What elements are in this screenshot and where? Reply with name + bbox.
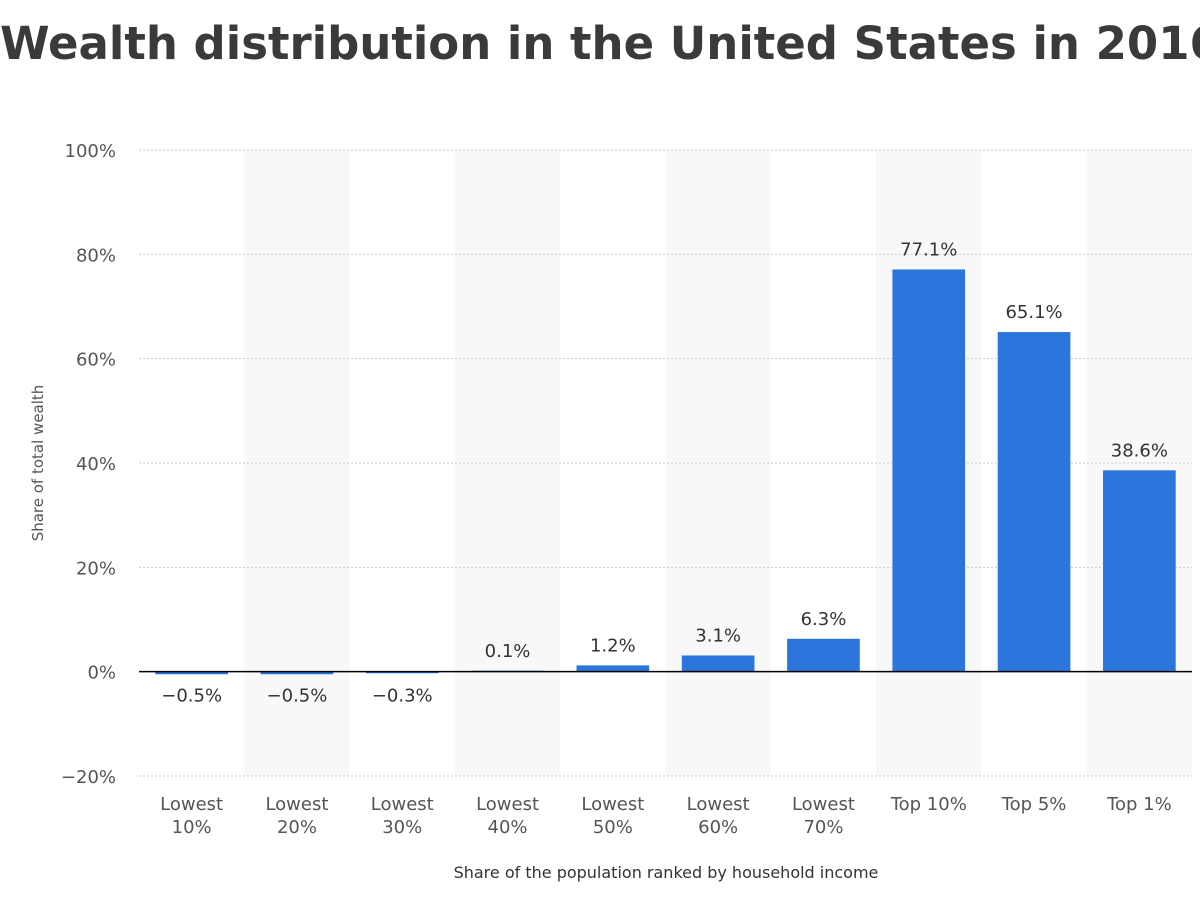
data-label-1: −0.5% bbox=[161, 686, 222, 707]
x-axis: Lowest 10%Lowest 20%Lowest 30%Lowest 40%Lowe… bbox=[160, 794, 1172, 838]
x-tick-label-line: Top 1% bbox=[1106, 794, 1172, 815]
bar-8 bbox=[892, 269, 966, 672]
x-tick-label-line: 70% bbox=[803, 817, 843, 838]
x-tick-label-line: 50% bbox=[593, 817, 633, 838]
data-label-9: 65.1% bbox=[1005, 302, 1062, 323]
x-tick-label-line: 60% bbox=[698, 817, 738, 838]
x-tick-label-6: Lowest 60% bbox=[687, 794, 750, 838]
data-label-10: 38.6% bbox=[1111, 440, 1168, 461]
x-tick-label-line: Lowest bbox=[160, 794, 223, 815]
data-labels: −0.5% −0.5% −0.3% 0.1% 1.2% 3.1% 6.3% 77.1% 65.1… bbox=[161, 239, 1168, 706]
x-tick-label-line: Lowest bbox=[476, 794, 539, 815]
data-label-6: 3.1% bbox=[695, 625, 741, 646]
y-tick-label: −20% bbox=[61, 767, 116, 788]
x-tick-label-line: Lowest bbox=[265, 794, 328, 815]
data-label-8: 77.1% bbox=[900, 239, 957, 260]
x-tick-label-8: Top 10% bbox=[890, 794, 967, 815]
y-axis-label: Share of total wealth bbox=[29, 385, 47, 542]
x-tick-label-line: Top 10% bbox=[890, 794, 967, 815]
x-tick-label-10: Top 1% bbox=[1106, 794, 1172, 815]
y-tick-label: 60% bbox=[76, 350, 116, 371]
bar-9 bbox=[997, 332, 1071, 672]
bar-2 bbox=[260, 671, 334, 675]
x-tick-label-2: Lowest 20% bbox=[265, 794, 328, 838]
x-tick-label-line: 40% bbox=[488, 817, 528, 838]
y-axis: −20% 0% 20% 40% 60% 80% 100% bbox=[61, 141, 116, 788]
x-tick-label-line: 20% bbox=[277, 817, 317, 838]
x-tick-label-line: Lowest bbox=[687, 794, 750, 815]
y-tick-label: 0% bbox=[87, 663, 116, 684]
x-tick-label-3: Lowest 30% bbox=[371, 794, 434, 838]
data-label-7: 6.3% bbox=[801, 609, 847, 630]
data-label-5: 1.2% bbox=[590, 635, 636, 656]
x-tick-label-line: Lowest bbox=[371, 794, 434, 815]
bar-5 bbox=[576, 665, 650, 672]
bar-7 bbox=[787, 638, 860, 672]
chart-title: Wealth distribution in the United States… bbox=[0, 17, 1200, 70]
y-tick-label: 40% bbox=[76, 454, 116, 475]
x-tick-label-1: Lowest 10% bbox=[160, 794, 223, 838]
data-label-4: 0.1% bbox=[485, 641, 531, 662]
bar-3 bbox=[365, 671, 439, 674]
data-label-2: −0.5% bbox=[267, 686, 328, 707]
x-tick-label-line: Top 5% bbox=[1001, 794, 1067, 815]
x-tick-label-5: Lowest 50% bbox=[581, 794, 644, 838]
x-tick-label-line: 10% bbox=[172, 817, 212, 838]
x-tick-label-9: Top 5% bbox=[1001, 794, 1067, 815]
y-tick-label: 100% bbox=[65, 141, 116, 162]
x-tick-label-line: Lowest bbox=[792, 794, 855, 815]
bar-1 bbox=[155, 671, 228, 675]
x-tick-label-line: 30% bbox=[382, 817, 422, 838]
bar-6 bbox=[681, 655, 755, 672]
bar-10 bbox=[1103, 470, 1176, 672]
y-tick-label: 80% bbox=[76, 245, 116, 266]
x-axis-label: Share of the population ranked by househ… bbox=[454, 863, 879, 882]
bars bbox=[155, 269, 1176, 675]
data-label-3: −0.3% bbox=[372, 686, 433, 707]
x-tick-label-7: Lowest 70% bbox=[792, 794, 855, 838]
y-tick-label: 20% bbox=[76, 558, 116, 579]
x-tick-label-line: Lowest bbox=[581, 794, 644, 815]
x-tick-label-4: Lowest 40% bbox=[476, 794, 539, 838]
